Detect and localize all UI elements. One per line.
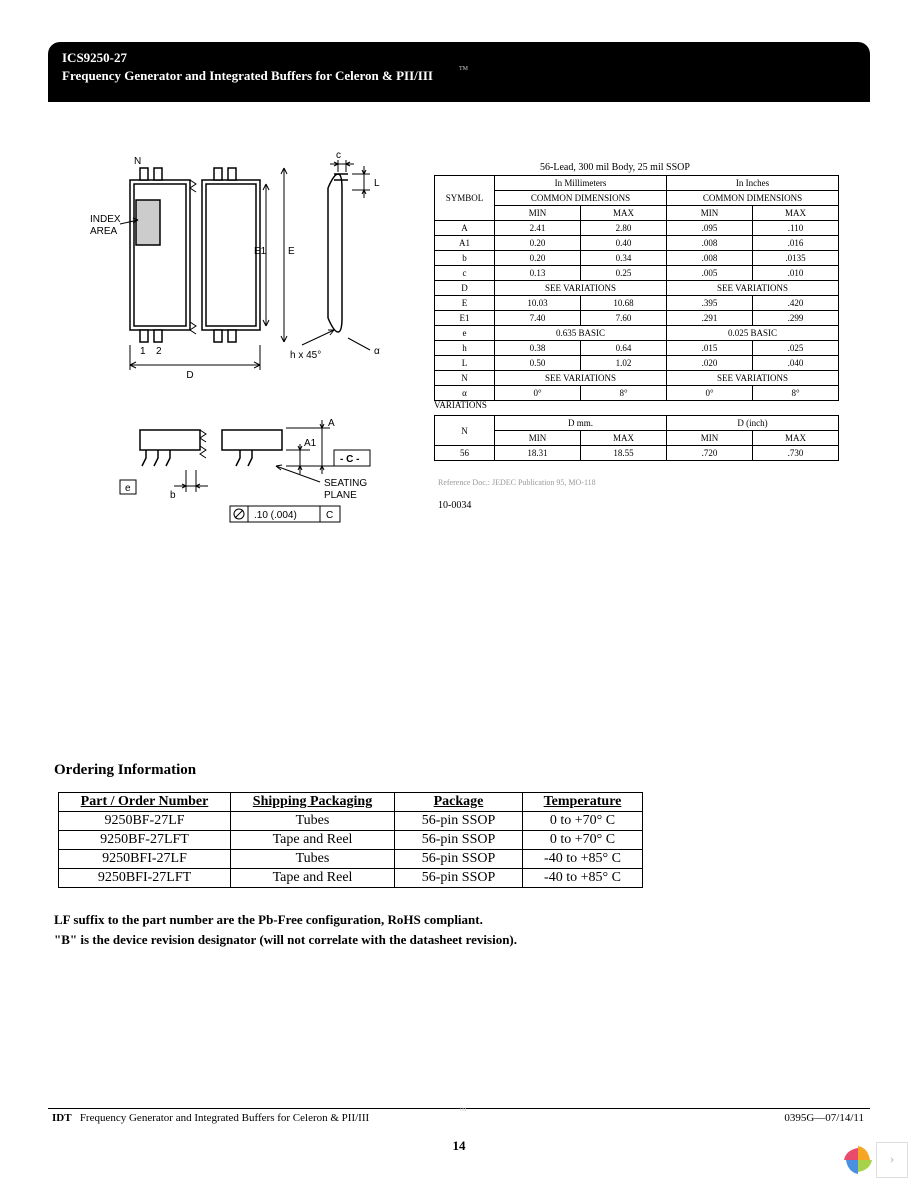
lbl-2: 2 xyxy=(156,346,162,357)
ord-hdr-ship: Shipping Packaging xyxy=(231,793,395,812)
table-row: 9250BF-27LFTubes56-pin SSOP0 to +70° C xyxy=(59,812,643,831)
lbl-tol: .10 (.004) xyxy=(254,510,297,521)
lbl-E1: E1 xyxy=(254,246,267,257)
dim-hdr-common1: COMMON DIMENSIONS xyxy=(495,191,667,206)
table-row: b0.200.34.008.0135 xyxy=(435,251,839,266)
table-row: A10.200.40.008.016 xyxy=(435,236,839,251)
dim-hdr-max2: MAX xyxy=(753,206,839,221)
dim-hdr-mm: In Millimeters xyxy=(495,176,667,191)
lbl-D: D xyxy=(186,370,193,381)
ord-hdr-temp: Temperature xyxy=(523,793,643,812)
reference-doc: Reference Doc.: JEDEC Publication 95, MO… xyxy=(438,478,596,487)
dim-hdr-min2: MIN xyxy=(667,206,753,221)
dim-hdr-max1: MAX xyxy=(581,206,667,221)
table-row: NSEE VARIATIONSSEE VARIATIONS xyxy=(435,371,839,386)
lbl-1: 1 xyxy=(140,346,146,357)
footer-tm: TM xyxy=(459,1108,467,1113)
header-tm: TM xyxy=(459,66,468,72)
lbl-A: A xyxy=(328,418,335,429)
footer-idt: IDT xyxy=(52,1112,72,1124)
table-row: E17.407.60.291.299 xyxy=(435,311,839,326)
page-number: 14 xyxy=(453,1138,466,1154)
lbl-A1: A1 xyxy=(304,438,317,449)
next-arrow-button[interactable]: › xyxy=(876,1142,908,1178)
var-hdr-N: N xyxy=(435,416,495,446)
table-row: α0°8°0°8° xyxy=(435,386,839,401)
ordering-heading: Ordering Information xyxy=(54,762,196,779)
table-row: L0.501.02.020.040 xyxy=(435,356,839,371)
lbl-area: AREA xyxy=(90,226,118,237)
table-row: 5618.3118.55.720.730 xyxy=(435,446,839,461)
lbl-plane: PLANE xyxy=(324,490,357,501)
lbl-alpha: α xyxy=(374,346,380,357)
package-diagram: N c L INDEX AREA E1 E 1 2 D h x 45° α A … xyxy=(90,150,390,580)
lbl-hx45: h x 45° xyxy=(290,350,321,361)
table-row: c0.130.25.005.010 xyxy=(435,266,839,281)
lbl-index: INDEX xyxy=(90,214,121,225)
doc-code: 10-0034 xyxy=(438,500,471,511)
table-row: 9250BFI-27LFTubes56-pin SSOP-40 to +85° … xyxy=(59,850,643,869)
ord-hdr-pkg: Package xyxy=(395,793,523,812)
table-row: 9250BFI-27LFTTape and Reel56-pin SSOP-40… xyxy=(59,869,643,888)
lbl-E: E xyxy=(288,246,295,257)
note-b: "B" is the device revision designator (w… xyxy=(54,932,517,948)
var-hdr-Din: D (inch) xyxy=(667,416,839,431)
lbl-c: c xyxy=(336,150,341,161)
dim-hdr-common2: COMMON DIMENSIONS xyxy=(667,191,839,206)
header-bar: ICS9250-27 Frequency Generator and Integ… xyxy=(48,42,870,102)
table-row: 9250BF-27LFTTape and Reel56-pin SSOP0 to… xyxy=(59,831,643,850)
table-row: A2.412.80.095.110 xyxy=(435,221,839,236)
lbl-C: - C - xyxy=(340,454,359,465)
table-row: E10.0310.68.395.420 xyxy=(435,296,839,311)
table-row: h0.380.64.015.025 xyxy=(435,341,839,356)
pinwheel-icon[interactable] xyxy=(840,1142,876,1178)
dim-table-title: 56-Lead, 300 mil Body, 25 mil SSOP xyxy=(540,162,690,173)
variations-label: VARIATIONS xyxy=(434,400,487,410)
footer-text: Frequency Generator and Integrated Buffe… xyxy=(80,1112,369,1124)
lbl-seating: SEATING xyxy=(324,478,367,489)
footer-right: 0395G—07/14/11 xyxy=(784,1112,864,1124)
footer-left: IDT Frequency Generator and Integrated B… xyxy=(52,1112,369,1124)
lbl-e: e xyxy=(125,483,131,494)
corner-widget: › xyxy=(840,1142,908,1178)
var-hdr-Dmm: D mm. xyxy=(495,416,667,431)
ordering-table: Part / Order Number Shipping Packaging P… xyxy=(58,792,643,888)
lbl-tolC: C xyxy=(326,510,333,521)
dim-hdr-symbol: SYMBOL xyxy=(435,176,495,221)
table-row: DSEE VARIATIONSSEE VARIATIONS xyxy=(435,281,839,296)
lbl-L: L xyxy=(374,178,380,189)
table-row: e0.635 BASIC0.025 BASIC xyxy=(435,326,839,341)
header-part-number: ICS9250-27 xyxy=(62,50,856,66)
lbl-N: N xyxy=(134,156,141,167)
dim-hdr-min1: MIN xyxy=(495,206,581,221)
dim-hdr-in: In Inches xyxy=(667,176,839,191)
lbl-b: b xyxy=(170,490,176,501)
note-lf: LF suffix to the part number are the Pb-… xyxy=(54,912,483,928)
chevron-right-icon: › xyxy=(890,1152,895,1168)
ord-hdr-part: Part / Order Number xyxy=(59,793,231,812)
variations-table: N D mm. D (inch) MIN MAX MIN MAX 5618.31… xyxy=(434,415,839,461)
dimension-table: SYMBOL In Millimeters In Inches COMMON D… xyxy=(434,175,839,401)
